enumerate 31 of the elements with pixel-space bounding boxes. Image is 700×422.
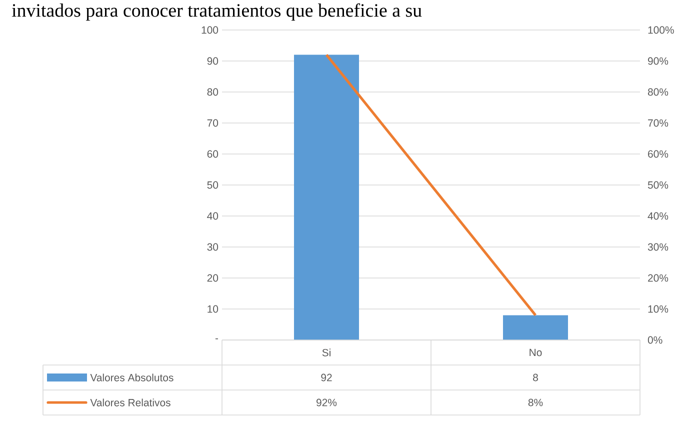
y-tick-label: 80 <box>207 88 218 96</box>
y-tick-label: 90 <box>207 57 218 65</box>
y2-tick-label: 50% <box>648 181 668 189</box>
y-tick-label: - <box>215 338 218 340</box>
chart-title: invitados para conocer tratamientos que beneficie a su <box>12 3 422 21</box>
data-label: 8% <box>528 398 543 406</box>
data-label: 92% <box>316 398 337 406</box>
data-label: 92 <box>321 374 332 382</box>
y2-tick-label: 30% <box>648 243 668 251</box>
y-tick-label: 20 <box>207 274 218 282</box>
data-label: 8 <box>533 374 538 382</box>
y2-tick-label: 90% <box>648 57 668 65</box>
y-tick-label: 40 <box>207 212 218 220</box>
y2-tick-label: 80% <box>648 88 668 96</box>
y-tick-label: 70 <box>207 119 218 127</box>
y2-tick-label: 10% <box>648 305 668 313</box>
y-tick-label: 30 <box>207 243 218 251</box>
y2-tick-label: 0% <box>648 336 662 344</box>
y-tick-label: 50 <box>207 181 218 189</box>
legend-label: Valores Absolutos <box>90 374 174 382</box>
y2-tick-label: 20% <box>648 274 668 282</box>
y-tick-label: 60 <box>207 150 218 158</box>
y-tick-label: 10 <box>208 305 218 313</box>
y-tick-label: 100 <box>202 26 218 34</box>
x-tick-label: Si <box>322 348 330 356</box>
legend-label: Valores Relativos <box>90 398 170 406</box>
x-tick-label: No <box>530 348 542 356</box>
y2-tick-label: 70% <box>648 119 668 127</box>
y2-tick-label: 60% <box>648 150 668 158</box>
y2-tick-label: 40% <box>648 212 668 220</box>
y2-tick-label: 100% <box>648 26 674 34</box>
